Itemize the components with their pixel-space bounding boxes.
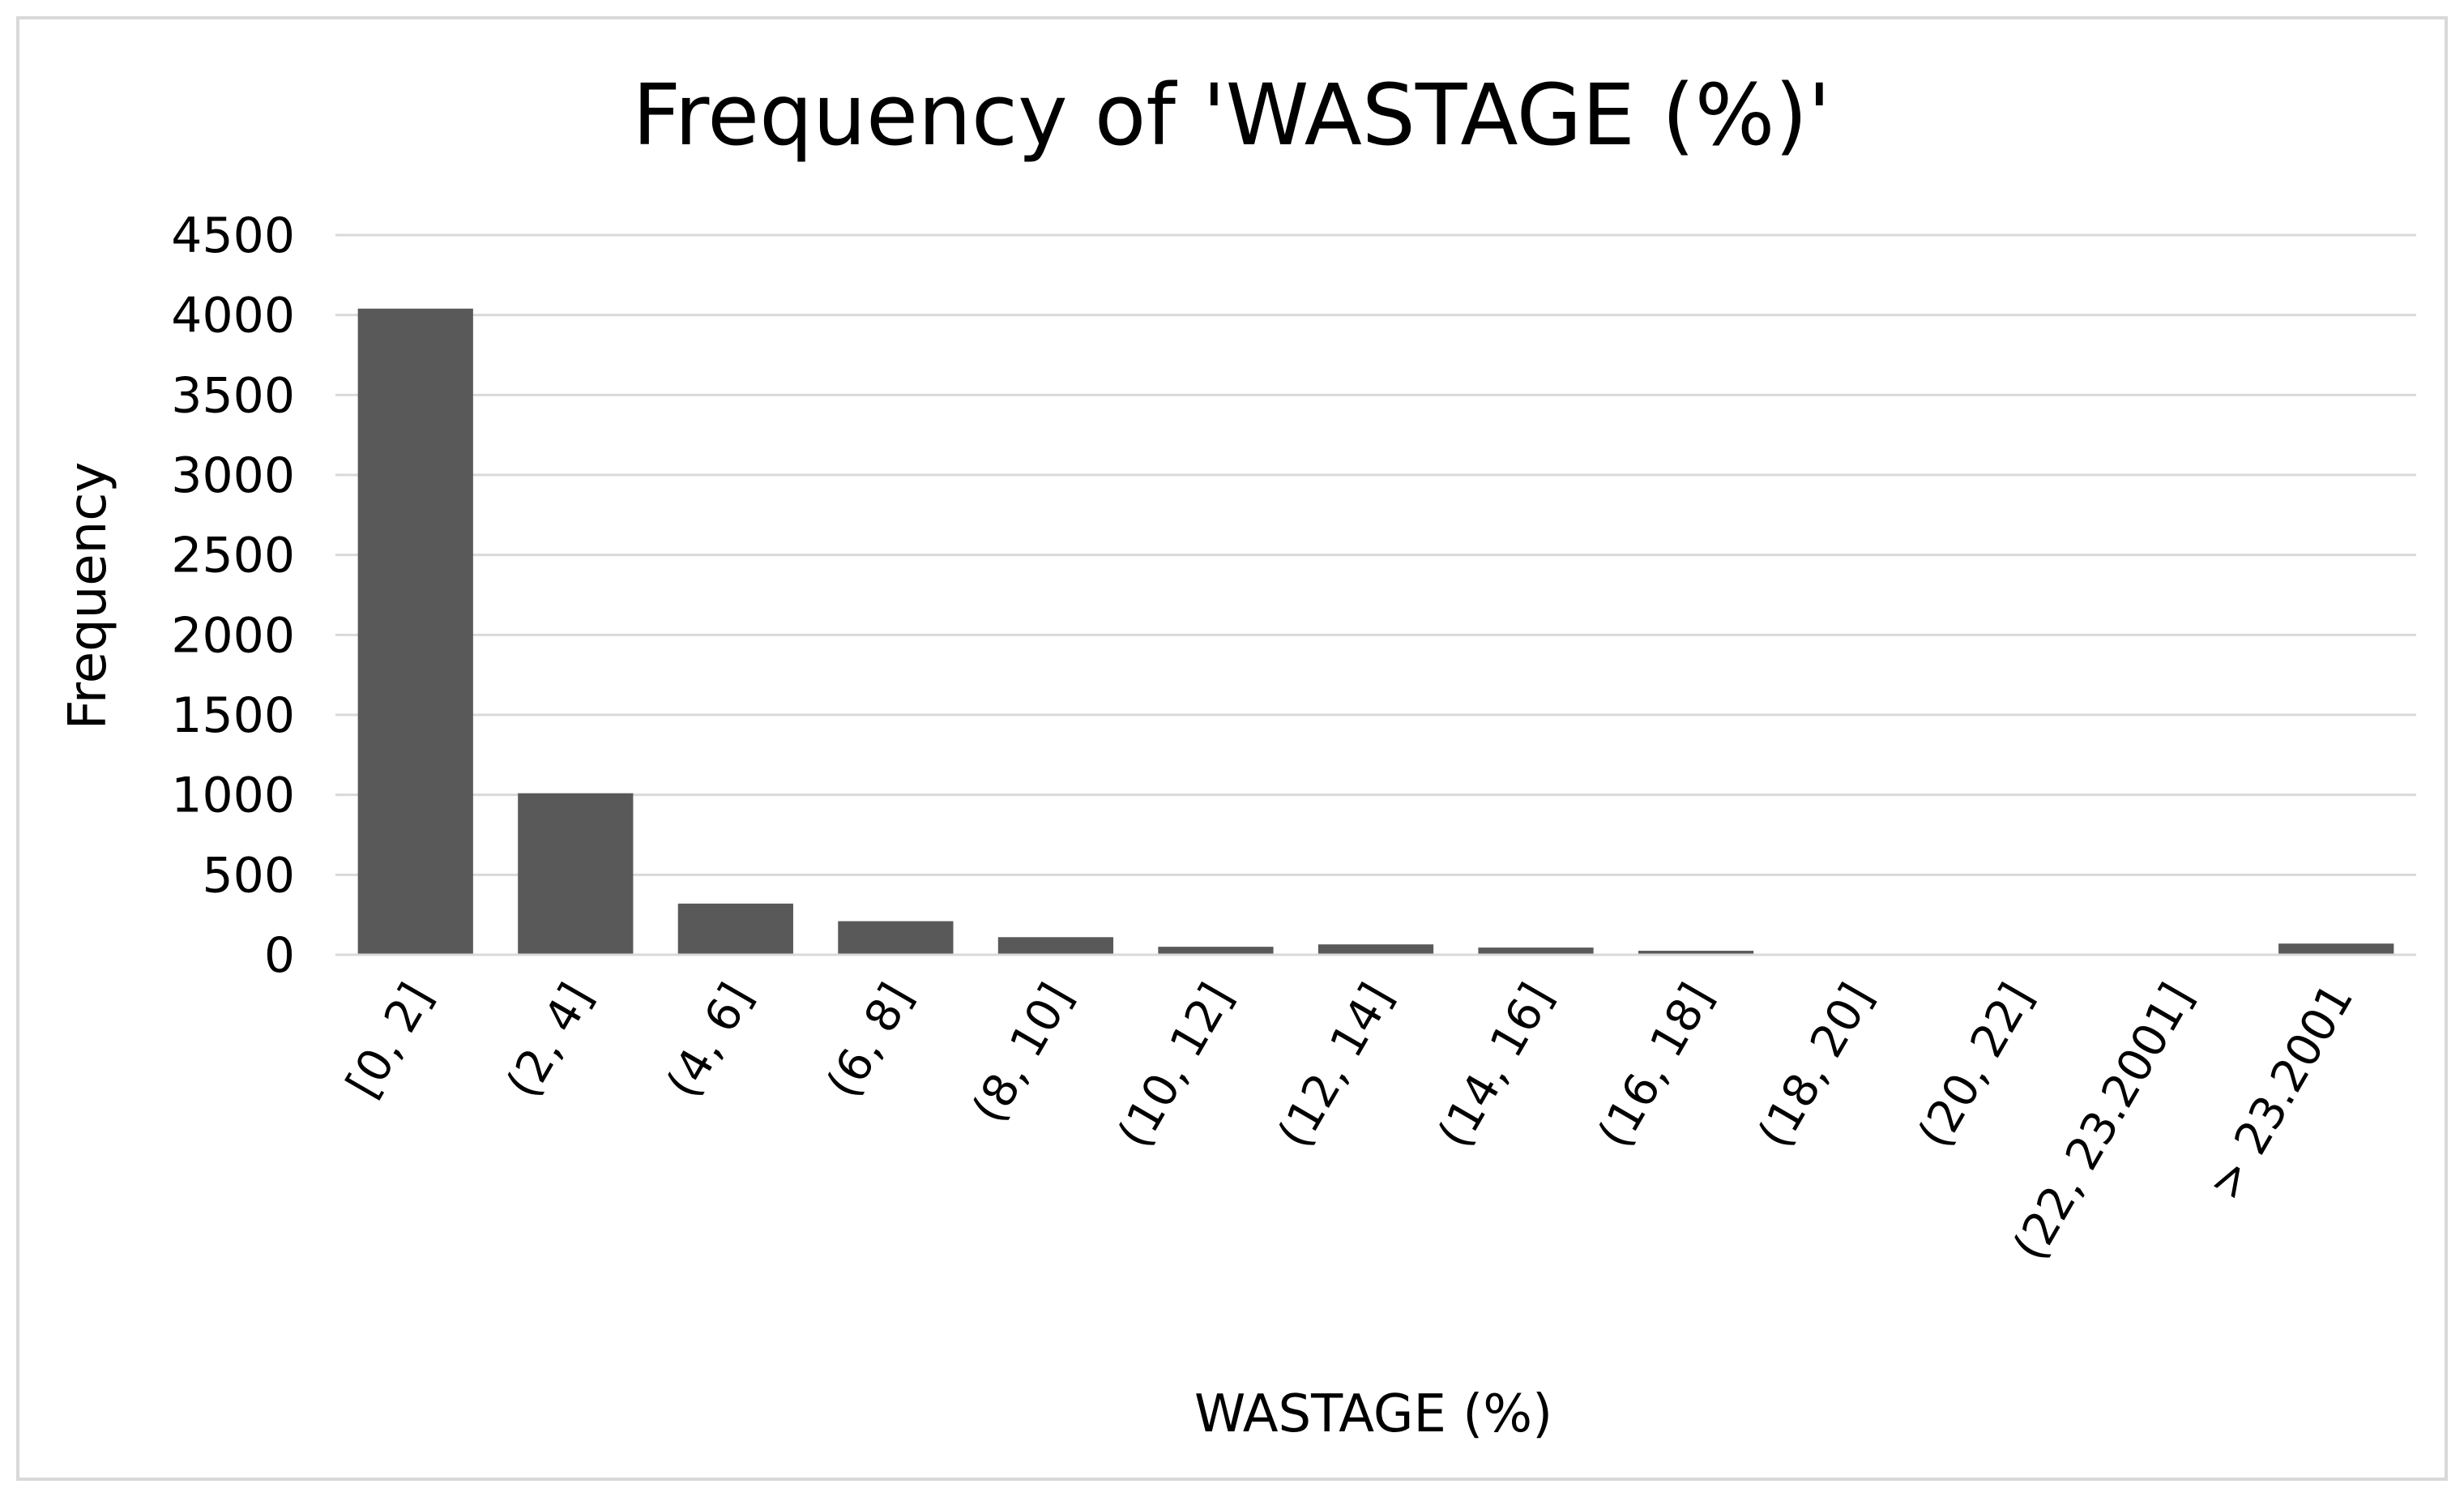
bar-6	[1317, 944, 1434, 955]
y-tick-label: 4500	[171, 207, 295, 264]
y-axis-ticks: 0 500 1000 1500 2000 2500 3000 3500 4000 4500	[171, 207, 295, 984]
y-tick-label: 3000	[171, 447, 295, 504]
chart-title: Frequency of 'WASTAGE (%)'	[632, 66, 1830, 165]
y-axis-title: Frequency	[58, 462, 118, 730]
y-tick-label: 0	[264, 927, 295, 984]
x-axis-title: WASTAGE (%)	[1194, 1384, 1552, 1444]
bar-1	[518, 793, 634, 955]
y-tick-label: 4000	[171, 288, 295, 344]
bar-12	[2278, 943, 2394, 955]
bar-7	[1478, 947, 1594, 955]
bar-4	[997, 937, 1114, 955]
bar-5	[1158, 947, 1274, 955]
y-tick-label: 500	[202, 847, 295, 904]
bar-8	[1638, 951, 1754, 955]
y-tick-label: 3500	[171, 367, 295, 424]
bar-3	[838, 921, 954, 955]
bars	[357, 308, 2394, 956]
y-tick-label: 2500	[171, 528, 295, 584]
bar-2	[677, 903, 793, 955]
gridlines	[335, 233, 2416, 876]
bar-0	[357, 308, 473, 956]
y-tick-label: 2000	[171, 607, 295, 664]
y-tick-label: 1500	[171, 687, 295, 744]
y-tick-label: 1000	[171, 768, 295, 824]
